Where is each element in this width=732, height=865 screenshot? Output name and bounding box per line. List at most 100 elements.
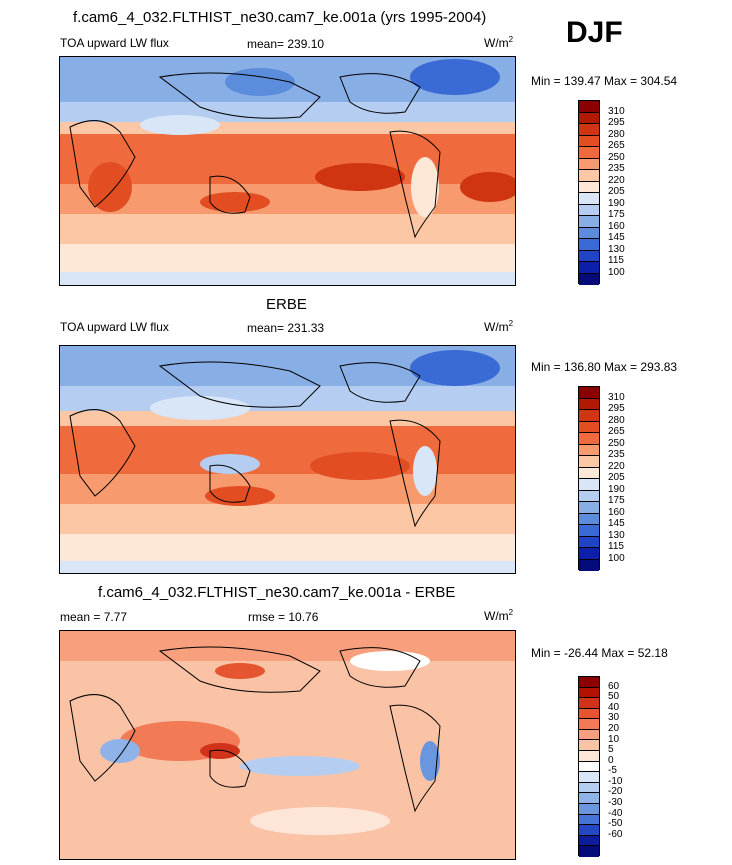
- colorbar-tick-label: 190: [608, 197, 625, 209]
- colorbar-tick-label: 130: [608, 243, 625, 255]
- panel-2-variable-label: TOA upward LW flux: [60, 320, 169, 334]
- colorbar-tick-label: 220: [608, 460, 625, 472]
- panel-1-variable-label: TOA upward LW flux: [60, 36, 169, 50]
- colorbar-swatch: [579, 479, 599, 491]
- colorbar-swatch: [579, 772, 599, 783]
- colorbar-tick-label: 115: [608, 541, 624, 552]
- season-label: DJF: [566, 16, 623, 49]
- colorbar-tick-label: 160: [608, 220, 625, 232]
- colorbar-tick-label: 265: [608, 426, 625, 437]
- colorbar-tick-label: 30: [608, 712, 620, 724]
- colorbar-tick-label: -40: [608, 807, 623, 819]
- colorbar-tick-label: 100: [608, 552, 625, 564]
- colorbar-tick-label: 295: [608, 117, 625, 128]
- panel-1-minmax: Min = 139.47 Max = 304.54: [531, 74, 678, 88]
- colorbar-swatch: [579, 204, 599, 216]
- colorbar-swatch: [579, 751, 599, 762]
- colorbar-tick-label: 220: [608, 174, 625, 186]
- colorbar-swatch: [579, 846, 599, 857]
- panel-2-colorbar: [578, 386, 600, 571]
- colorbar-swatch: [579, 825, 599, 836]
- panel-3-units: W/m2: [484, 608, 514, 623]
- colorbar-swatch: [579, 719, 599, 730]
- colorbar-tick-label: 280: [608, 128, 625, 140]
- colorbar-tick-label: 250: [608, 437, 625, 449]
- colorbar-tick-label: 115: [608, 255, 624, 266]
- panel-1-units: W/m2: [484, 35, 514, 50]
- colorbar-swatch: [579, 227, 599, 239]
- colorbar-tick-label: 250: [608, 151, 625, 163]
- colorbar-swatch: [579, 814, 599, 826]
- colorbar-swatch: [579, 803, 599, 815]
- panel-2-map: [59, 345, 516, 574]
- colorbar-tick-label: 205: [608, 472, 625, 483]
- colorbar-tick-label: 50: [608, 691, 620, 703]
- colorbar-swatch: [579, 387, 599, 399]
- colorbar-swatch: [579, 687, 599, 699]
- colorbar-swatch: [579, 835, 599, 847]
- colorbar-tick-label: 310: [608, 105, 625, 117]
- colorbar-swatch: [579, 398, 599, 410]
- panel-1-title: f.cam6_4_032.FLTHIST_ne30.cam7_ke.001a (…: [73, 9, 487, 26]
- colorbar-tick-label: 235: [608, 449, 625, 460]
- panel-3-map: [59, 630, 516, 860]
- colorbar-swatch: [579, 708, 599, 720]
- colorbar-swatch: [579, 262, 599, 274]
- colorbar-tick-label: 310: [608, 391, 625, 403]
- panel-1-mean-label: mean= 239.10: [247, 37, 325, 51]
- colorbar-swatch: [579, 729, 599, 741]
- colorbar-swatch: [579, 456, 599, 468]
- colorbar-swatch: [579, 112, 599, 124]
- colorbar-tick-label: 20: [608, 722, 620, 734]
- panel-3-minmax: Min = -26.44 Max = 52.18: [531, 646, 668, 660]
- colorbar-tick-label: -5: [608, 765, 617, 777]
- colorbar-tick-label: 10: [608, 733, 620, 745]
- colorbar-tick-label: 280: [608, 414, 625, 426]
- colorbar-tick-label: 160: [608, 506, 625, 518]
- panel-3-rmse-label: rmse = 10.76: [248, 610, 319, 624]
- colorbar-swatch: [579, 782, 599, 794]
- colorbar-tick-label: 175: [608, 495, 625, 506]
- colorbar-tick-label: -10: [608, 775, 623, 787]
- colorbar-tick-label: 295: [608, 403, 625, 414]
- colorbar-swatch: [579, 158, 599, 170]
- colorbar-swatch: [579, 444, 599, 456]
- colorbar-swatch: [579, 250, 599, 262]
- colorbar-swatch: [579, 239, 599, 251]
- panel-2-mean-label: mean= 231.33: [247, 321, 325, 335]
- colorbar-tick-label: 0: [608, 754, 614, 766]
- colorbar-swatch: [579, 559, 599, 571]
- colorbar-swatch: [579, 677, 599, 688]
- colorbar-tick-label: 145: [608, 518, 625, 529]
- colorbar-tick-label: 130: [608, 529, 625, 541]
- colorbar-tick-label: 175: [608, 209, 625, 220]
- colorbar-swatch: [579, 740, 599, 752]
- colorbar-swatch: [579, 410, 599, 422]
- colorbar-swatch: [579, 433, 599, 445]
- colorbar-swatch: [579, 181, 599, 193]
- colorbar-swatch: [579, 273, 599, 285]
- colorbar-tick-label: 40: [608, 701, 620, 713]
- panel-1-map: [59, 56, 516, 286]
- colorbar-swatch: [579, 513, 599, 525]
- colorbar-swatch: [579, 101, 599, 113]
- colorbar-tick-label: 100: [608, 266, 625, 278]
- panel-2-title: ERBE: [266, 296, 307, 313]
- colorbar-swatch: [579, 467, 599, 479]
- colorbar-swatch: [579, 502, 599, 514]
- colorbar-tick-label: 235: [608, 163, 625, 174]
- colorbar-tick-label: 205: [608, 186, 625, 197]
- panel-1-colorbar: [578, 100, 600, 285]
- colorbar-swatch: [579, 525, 599, 537]
- colorbar-swatch: [579, 147, 599, 159]
- colorbar-swatch: [579, 135, 599, 147]
- colorbar-tick-label: 190: [608, 483, 625, 495]
- colorbar-tick-label: 145: [608, 232, 625, 243]
- colorbar-tick-label: -50: [608, 818, 623, 830]
- colorbar-swatch: [579, 698, 599, 709]
- colorbar-swatch: [579, 193, 599, 205]
- panel-3-mean-label: mean = 7.77: [60, 610, 128, 624]
- colorbar-tick-label: -60: [608, 828, 623, 840]
- colorbar-tick-label: 265: [608, 140, 625, 151]
- colorbar-swatch: [579, 548, 599, 560]
